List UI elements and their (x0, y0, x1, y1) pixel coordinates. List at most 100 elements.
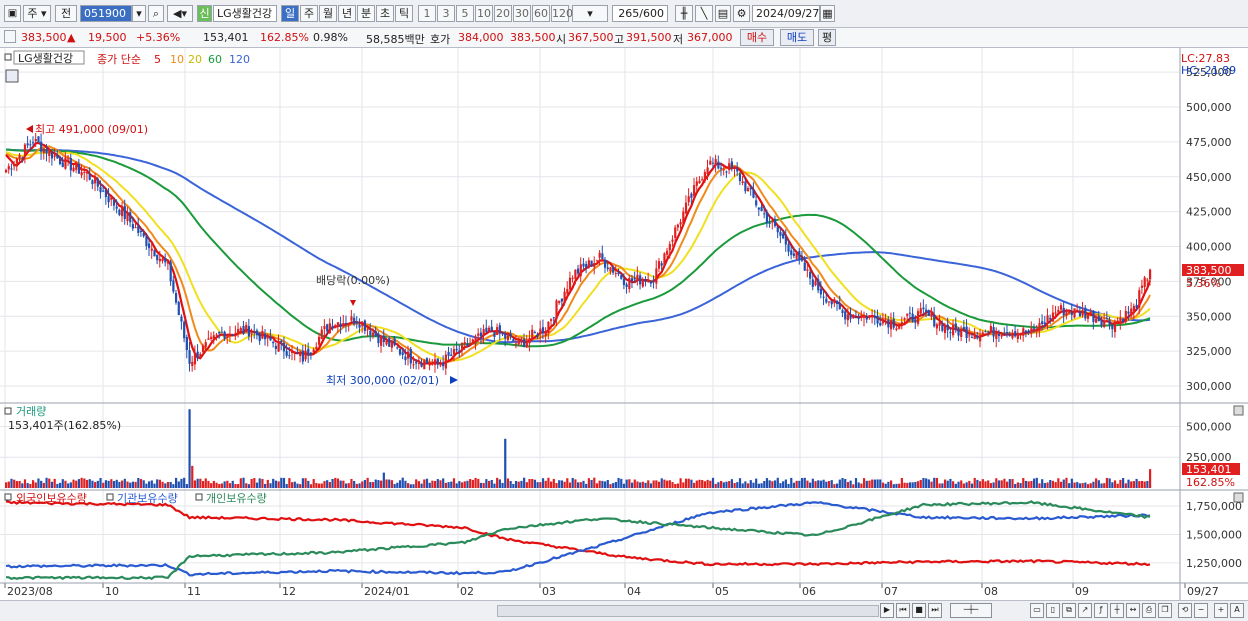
candle (930, 313, 933, 318)
holding-series (5, 500, 1151, 581)
volume-bar (174, 477, 178, 488)
speaker-icon[interactable]: ◀▾ (167, 5, 193, 22)
count-field[interactable]: 265/600 (612, 5, 668, 22)
candle (220, 331, 224, 333)
buy-button[interactable]: 매수 (740, 29, 774, 46)
interval-dropdown[interactable]: ▾ (572, 5, 608, 22)
volume-bar (29, 483, 32, 488)
trend-icon[interactable]: ↗ (1078, 603, 1092, 618)
interval-button-1[interactable]: 1 (418, 5, 436, 22)
ma60-legend: 60 (208, 53, 222, 66)
candle (590, 260, 593, 267)
interval-button-120[interactable]: 120 (551, 5, 573, 22)
volume-bar (674, 483, 677, 488)
candle (110, 197, 113, 200)
candle (825, 298, 828, 303)
date-field[interactable]: 2024/09/27 (752, 5, 820, 22)
volume-bar (687, 478, 690, 488)
candle (177, 301, 180, 315)
scroll-right-icon[interactable]: ▶ (880, 603, 894, 618)
volume-bar (496, 477, 499, 488)
interval-button-20[interactable]: 20 (494, 5, 512, 22)
period-tab-0[interactable]: 일 (281, 5, 299, 22)
scroll-first-icon[interactable]: ⏮ (896, 603, 910, 618)
interval-button-5[interactable]: 5 (456, 5, 474, 22)
zoom-in-icon[interactable]: + (1214, 603, 1228, 618)
split-icon[interactable]: ▯ (1046, 603, 1060, 618)
sell-button[interactable]: 매도 (780, 29, 814, 46)
save-icon[interactable]: ▤ (715, 5, 731, 22)
calendar-icon[interactable]: ▦ (820, 5, 835, 22)
interval-button-60[interactable]: 60 (532, 5, 550, 22)
zoom-slider[interactable]: ─┼─ (950, 603, 992, 618)
price-axis-label: 475,000 (1186, 136, 1232, 149)
holding-legend-box-icon[interactable] (4, 493, 12, 501)
interval-button-10[interactable]: 10 (475, 5, 493, 22)
fit-icon[interactable]: ↔ (1126, 603, 1140, 618)
volume-bar (684, 478, 688, 488)
expand-icon[interactable] (4, 30, 16, 43)
period-select[interactable]: 주 ▾ (23, 5, 51, 22)
trade-amount: 58,585백만 (366, 33, 425, 46)
candle-type-icon[interactable]: ╫ (675, 5, 693, 22)
table-icon[interactable] (5, 69, 19, 83)
candle (919, 308, 922, 314)
candle (369, 330, 372, 336)
volume-legend-box-icon[interactable] (4, 407, 12, 415)
volume-bar (94, 482, 97, 488)
settings-gear-icon[interactable]: ⚙ (733, 5, 750, 22)
holding-close-icon[interactable] (1233, 492, 1244, 503)
period-tab-1[interactable]: 주 (300, 5, 318, 22)
candle (1000, 335, 1003, 337)
candle (558, 300, 561, 303)
zoom-out-icon[interactable]: − (1194, 603, 1208, 618)
candle (547, 321, 550, 333)
draw-tool-icon[interactable]: ╲ (695, 5, 713, 22)
period-tab-2[interactable]: 월 (319, 5, 337, 22)
stop-icon[interactable]: ■ (912, 603, 926, 618)
stock-chart[interactable]: 300,000 325,000 350,000 375,000 400,000 425,0… (0, 48, 1248, 600)
compare-icon[interactable]: ⧉ (1062, 603, 1076, 618)
candle (493, 332, 496, 337)
stock-code-input[interactable]: 051900 (80, 5, 132, 22)
prev-button[interactable]: 전 (55, 5, 77, 22)
legend-box-icon[interactable] (4, 53, 12, 61)
scroll-last-icon[interactable]: ⏭ (928, 603, 942, 618)
stock-legend-box[interactable] (13, 50, 85, 65)
crosshair-icon[interactable]: ┼ (1110, 603, 1124, 618)
eval-button[interactable]: 평 (818, 29, 836, 46)
search-icon[interactable]: ⌕ (148, 5, 164, 22)
interval-button-30[interactable]: 30 (513, 5, 531, 22)
font-size-icon[interactable]: A (1230, 603, 1244, 618)
code-dropdown-icon[interactable]: ▾ (132, 5, 146, 22)
candle (738, 173, 742, 182)
candle (237, 329, 240, 334)
candle (1070, 312, 1073, 315)
period-tab-5[interactable]: 초 (376, 5, 394, 22)
volume-bar (1014, 483, 1017, 488)
indicator-icon[interactable]: ƒ (1094, 603, 1108, 618)
candle (536, 333, 539, 337)
layout-icon[interactable]: ▭ (1030, 603, 1044, 618)
volume-bar (728, 481, 731, 488)
print-icon[interactable]: ⎙ (1142, 603, 1156, 618)
volume-bar (487, 480, 491, 488)
scroll-track[interactable] (497, 605, 879, 617)
period-tab-3[interactable]: 년 (338, 5, 356, 22)
candle (498, 325, 501, 334)
volume-close-icon[interactable] (1233, 405, 1244, 416)
interval-button-3[interactable]: 3 (437, 5, 455, 22)
reset-icon[interactable]: ⟲ (1178, 603, 1192, 618)
period-tab-4[interactable]: 분 (357, 5, 375, 22)
volume-bar (1016, 482, 1019, 488)
copy-icon[interactable]: ❐ (1158, 603, 1172, 618)
volume-bar (857, 482, 860, 488)
candle (703, 172, 707, 182)
volume-bar (485, 479, 488, 488)
volume-bar (482, 483, 485, 488)
candle (1089, 312, 1092, 315)
period-tab-6[interactable]: 틱 (395, 5, 413, 22)
stock-name-field[interactable]: LG생활건강 (213, 5, 277, 22)
window-icon[interactable]: ▣ (4, 5, 21, 22)
volume-bar (344, 483, 348, 488)
